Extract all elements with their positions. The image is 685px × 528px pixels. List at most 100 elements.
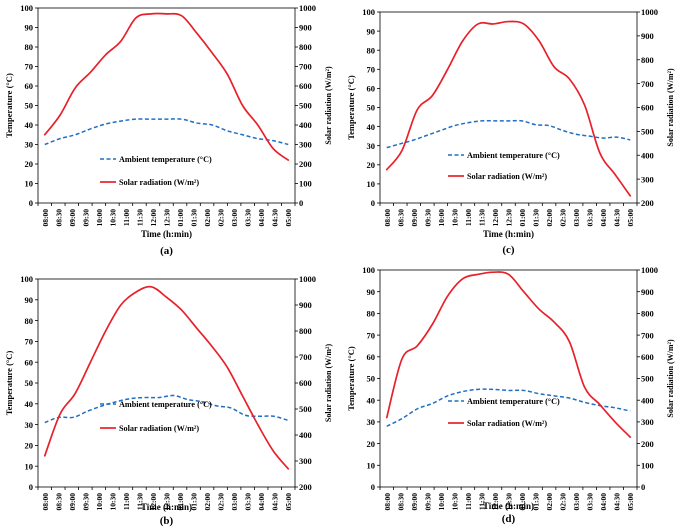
- legend-label: Solar radiation (W/m²): [467, 172, 547, 181]
- x-axis-tick-label: 09:30: [81, 493, 90, 511]
- x-axis-tick-label: 05:00: [284, 493, 293, 511]
- right-axis-tick-label: 400: [641, 395, 654, 405]
- series-line-solar-radiation: [385, 271, 632, 438]
- x-axis-tick-label: 02:00: [545, 493, 554, 511]
- x-axis-tick-label: 01:30: [190, 209, 199, 227]
- right-axis-tick-label: 500: [299, 101, 312, 111]
- x-axis-tick-label: 10:00: [95, 493, 104, 511]
- x-axis-tick-label: 05:00: [626, 493, 635, 511]
- right-axis-tick-label: 900: [641, 287, 654, 297]
- left-axis-tick-label: 90: [367, 26, 376, 36]
- x-axis-tick-label: 11:00: [122, 209, 131, 226]
- right-axis-tick-label: 100: [299, 179, 312, 189]
- left-axis-tick-label: 0: [29, 198, 33, 208]
- legend-label: Solar radiation (W/m²): [119, 424, 199, 433]
- left-axis-tick-label: 70: [25, 337, 34, 347]
- left-axis-tick-label: 0: [29, 482, 33, 492]
- right-axis-tick-label: 700: [299, 352, 312, 362]
- x-axis-tick-label: 08:00: [383, 209, 392, 227]
- series-line-ambient-temperature: [386, 119, 631, 149]
- x-axis-tick-label: 01:00: [518, 209, 527, 227]
- x-axis-tick-label: 05:00: [284, 209, 293, 227]
- x-axis-tick-label: 10:00: [95, 209, 104, 227]
- left-axis-tick-label: 30: [25, 420, 34, 430]
- right-axis-tick-label: 1000: [641, 265, 658, 275]
- x-axis-tick-label: 09:00: [410, 493, 419, 511]
- x-axis-tick-label: 03:30: [244, 209, 253, 227]
- left-axis-tick-label: 100: [20, 3, 33, 13]
- left-axis-tick-label: 50: [367, 103, 376, 113]
- x-axis-tick-label: 03:00: [230, 493, 239, 511]
- legend-label: Solar radiation (W/m²): [467, 419, 547, 428]
- left-axis-tick-label: 0: [371, 482, 375, 492]
- left-axis-title: Temperature (°C): [346, 75, 356, 140]
- x-axis-tick-label: 12:30: [505, 493, 514, 511]
- right-axis-tick-label: 500: [299, 404, 312, 414]
- series-line-solar-radiation: [43, 285, 290, 470]
- x-axis-tick-label: 09:30: [81, 209, 90, 227]
- left-axis-tick-label: 90: [367, 287, 376, 297]
- left-axis-tick-label: 100: [362, 265, 375, 275]
- x-axis-tick-label: 12:30: [163, 493, 172, 511]
- right-axis-title: Solar radiation (W/m²): [666, 339, 675, 418]
- right-axis-tick-label: 500: [641, 374, 654, 384]
- x-axis-tick-label: 08:30: [54, 209, 63, 227]
- series-line-ambient-temperature: [386, 388, 631, 427]
- panel-label: (b): [160, 515, 174, 527]
- x-axis-tick-label: 08:30: [54, 493, 63, 511]
- x-axis-tick-label: 12:00: [491, 209, 500, 227]
- x-axis-tick-label: 04:30: [271, 493, 280, 511]
- series-line-solar-radiation: [43, 12, 290, 161]
- right-axis-tick-label: 500: [641, 127, 654, 137]
- chart-panel-1: 0102030405060708090100010020030040050060…: [4, 3, 333, 257]
- series-line-ambient-temperature: [44, 118, 289, 146]
- left-axis-tick-label: 10: [25, 461, 34, 471]
- right-axis-tick-label: 700: [641, 330, 654, 340]
- right-axis-tick-label: 900: [299, 300, 312, 310]
- right-axis-tick-label: 300: [641, 174, 654, 184]
- x-axis-tick-label: 04:30: [613, 209, 622, 227]
- x-axis-tick-label: 02:00: [545, 209, 554, 227]
- panel-label: (a): [160, 245, 173, 257]
- left-axis-tick-label: 80: [25, 316, 34, 326]
- x-axis-tick-label: 12:00: [491, 493, 500, 511]
- x-axis-tick-label: 04:00: [257, 493, 266, 511]
- x-axis-tick-label: 09:00: [410, 209, 419, 227]
- left-axis-tick-label: 40: [367, 395, 376, 405]
- right-axis-tick-label: 0: [299, 198, 303, 208]
- left-axis-tick-label: 40: [25, 399, 34, 409]
- x-axis-tick-label: 11:00: [464, 209, 473, 226]
- x-axis-tick-label: 02:30: [559, 209, 568, 227]
- left-axis-tick-label: 10: [25, 179, 34, 189]
- right-axis-tick-label: 600: [299, 81, 312, 91]
- left-axis-tick-label: 20: [367, 439, 376, 449]
- x-axis-tick-label: 08:30: [396, 209, 405, 227]
- right-axis-tick-label: 1000: [299, 274, 316, 284]
- left-axis-tick-label: 10: [367, 179, 376, 189]
- x-axis-tick-label: 04:00: [599, 209, 608, 227]
- left-axis-tick-label: 70: [25, 62, 34, 72]
- x-axis-tick-label: 09:30: [423, 209, 432, 227]
- left-axis-tick-label: 100: [20, 274, 33, 284]
- left-axis-tick-label: 100: [362, 7, 375, 17]
- left-axis-tick-label: 40: [25, 120, 34, 130]
- left-axis-tick-label: 20: [367, 160, 376, 170]
- x-axis-tick-label: 08:00: [41, 209, 50, 227]
- legend-label: Ambient temperature (°C): [119, 155, 212, 164]
- left-axis-tick-label: 20: [25, 159, 34, 169]
- x-axis-tick-label: 03:30: [244, 493, 253, 511]
- right-axis-tick-label: 800: [641, 309, 654, 319]
- left-axis-tick-label: 70: [367, 65, 376, 75]
- series-line-ambient-temperature: [44, 394, 289, 424]
- x-axis-tick-label: 04:00: [599, 493, 608, 511]
- x-axis-tick-label: 04:30: [271, 209, 280, 227]
- x-axis-title: Time (h:min): [141, 502, 192, 512]
- right-axis-title: Solar radiation (W/m²): [324, 66, 333, 145]
- x-axis-tick-label: 03:30: [586, 493, 595, 511]
- right-axis-tick-label: 100: [641, 461, 654, 471]
- left-axis-tick-label: 20: [25, 441, 34, 451]
- left-axis-tick-label: 60: [25, 357, 34, 367]
- right-axis-tick-label: 400: [641, 150, 654, 160]
- left-axis-tick-label: 0: [371, 198, 375, 208]
